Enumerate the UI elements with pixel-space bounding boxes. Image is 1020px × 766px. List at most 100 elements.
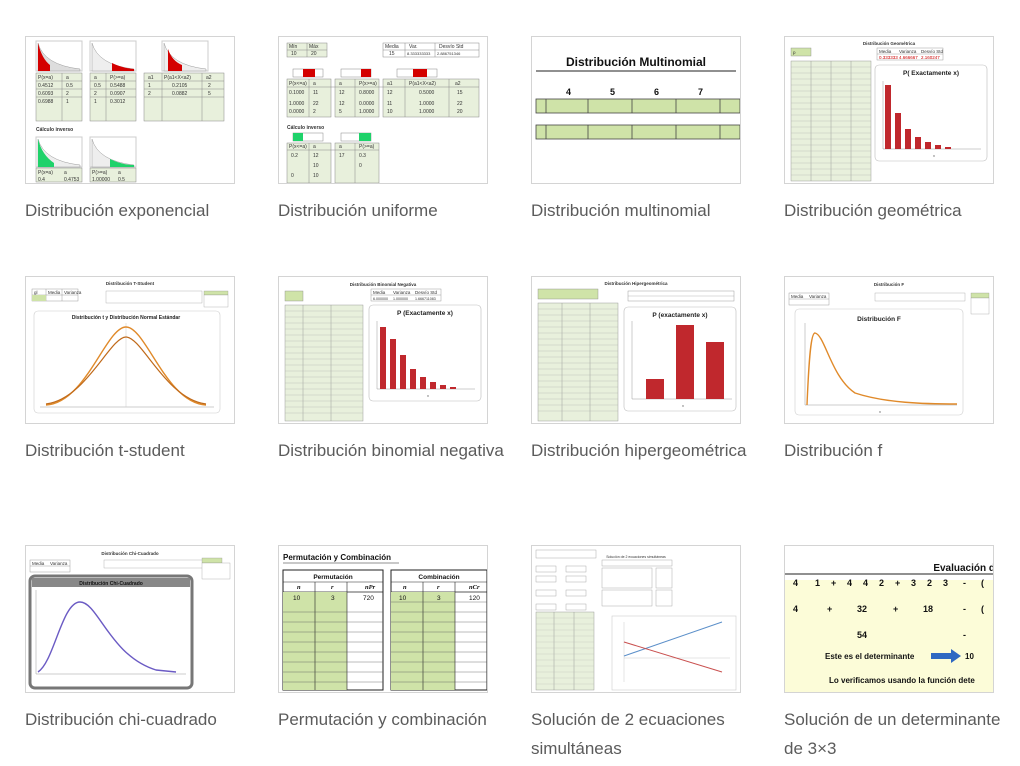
card-title-tstudent[interactable]: Distribución t-student <box>25 441 185 460</box>
svg-text:1.0000: 1.0000 <box>359 109 375 115</box>
svg-text:Desvío Std: Desvío Std <box>921 49 944 54</box>
thumbnail-chicuadrado[interactable]: Distribución Chi-Cuadrado Media Varianza… <box>25 545 235 693</box>
svg-text:0.5488: 0.5488 <box>110 83 126 89</box>
svg-text:17: 17 <box>339 153 345 159</box>
svg-text:Distribución t y Distribución: Distribución t y Distribución Normal Est… <box>72 315 180 321</box>
card-title-exponencial[interactable]: Distribución exponencial <box>25 201 210 220</box>
svg-text:a: a <box>64 170 67 176</box>
card-title-uniforme[interactable]: Distribución uniforme <box>278 201 438 220</box>
svg-text:10: 10 <box>291 51 297 57</box>
svg-text:2.886751346: 2.886751346 <box>437 51 461 56</box>
svg-text:n: n <box>297 584 301 591</box>
card-title-f[interactable]: Distribución f <box>784 441 883 460</box>
svg-text:0.333333: 0.333333 <box>879 55 898 60</box>
svg-text:Distribución T-Student: Distribución T-Student <box>106 281 155 286</box>
card-title-geometrica[interactable]: Distribución geométrica <box>784 201 962 220</box>
svg-text:Media: Media <box>791 294 804 299</box>
svg-text:4: 4 <box>793 578 798 588</box>
svg-text:r: r <box>437 584 440 591</box>
svg-text:6: 6 <box>654 87 659 97</box>
thumbnail-tstudent[interactable]: Distribución T-Student gl Media Varianza… <box>25 276 235 424</box>
svg-text:2: 2 <box>313 109 316 115</box>
svg-text:a: a <box>313 81 316 87</box>
svg-text:a: a <box>66 75 69 81</box>
svg-text:Cálculo inverso: Cálculo inverso <box>36 127 73 133</box>
svg-text:Desvío Std: Desvío Std <box>415 290 438 295</box>
svg-text:Varianza: Varianza <box>809 294 827 299</box>
thumbnail-hipergeometrica[interactable]: Distribución Hipergeométrica P <box>531 276 741 424</box>
svg-text:2: 2 <box>208 83 211 89</box>
svg-text:Cálculo inverso: Cálculo inverso <box>287 125 324 131</box>
thumbnail-exponencial-image: P(x=a) a a P(>=a) a1 P(a1<X<a2) a2 0.451… <box>35 40 225 183</box>
card-title-determinante[interactable]: Solución de un determinante de 3×3 <box>784 710 1001 758</box>
card-title-chicuadrado[interactable]: Distribución chi-cuadrado <box>25 710 217 729</box>
svg-text:P(>=a): P(>=a) <box>359 144 375 150</box>
svg-text:nPr: nPr <box>365 584 376 591</box>
svg-text:4: 4 <box>847 578 852 588</box>
svg-text:0.4512: 0.4512 <box>38 83 54 89</box>
svg-text:10: 10 <box>387 109 393 115</box>
thumbnail-f[interactable]: Distribución F Media Varianza Distribuci… <box>784 276 994 424</box>
svg-text:Media: Media <box>32 561 45 566</box>
thumbnail-ecuaciones[interactable]: Solución de 2 ecuaciones simultáneas <box>531 545 741 693</box>
svg-text:x: x <box>933 153 935 158</box>
svg-text:Varianza: Varianza <box>64 290 82 295</box>
svg-text:-: - <box>963 604 966 614</box>
svg-text:8.333333333: 8.333333333 <box>407 51 431 56</box>
thumbnail-f-image: Distribución F Media Varianza Distribuci… <box>788 282 990 416</box>
svg-text:Distribución Chi-Cuadrado: Distribución Chi-Cuadrado <box>79 581 143 587</box>
svg-text:(: ( <box>981 578 984 588</box>
svg-text:15: 15 <box>389 51 395 57</box>
svg-text:P(x>=a): P(x>=a) <box>359 81 377 87</box>
card-title-multinomial[interactable]: Distribución multinomial <box>531 201 711 220</box>
thumbnail-determinante[interactable]: Evaluación d 4 1 + 4 4 2 + 3 2 3 - ( 4 + <box>784 545 994 693</box>
card-title-hipergeometrica[interactable]: Distribución hipergeométrica <box>531 441 747 460</box>
svg-text:3: 3 <box>437 595 441 602</box>
svg-text:5: 5 <box>208 91 211 97</box>
svg-text:Varianza: Varianza <box>899 49 917 54</box>
svg-text:2: 2 <box>66 91 69 97</box>
svg-text:2: 2 <box>879 578 884 588</box>
svg-text:0.6093: 0.6093 <box>38 91 54 97</box>
svg-text:P( Exactamente x): P( Exactamente x) <box>903 70 959 77</box>
svg-text:+: + <box>895 578 900 588</box>
svg-text:nCr: nCr <box>469 584 480 591</box>
svg-text:0.5: 0.5 <box>94 83 101 89</box>
card-title-binomialneg[interactable]: Distribución binomial negativa <box>278 441 504 460</box>
svg-text:a2: a2 <box>206 75 212 81</box>
thumbnail-binomialneg[interactable]: Distribución Binomial Negativa Media Var… <box>278 276 488 424</box>
svg-text:+: + <box>827 604 832 614</box>
card-title-ecuaciones[interactable]: Solución de 2 ecuaciones simultáneas <box>531 710 725 758</box>
thumbnail-permutacion-image: Permutación y Combinación Permutación n … <box>282 553 487 691</box>
svg-text:0.1000: 0.1000 <box>289 90 305 96</box>
svg-text:0.0000: 0.0000 <box>289 109 305 115</box>
svg-text:11: 11 <box>313 90 318 96</box>
svg-text:Distribución F: Distribución F <box>874 282 905 287</box>
thumbnail-exponencial[interactable]: P(x=a) a a P(>=a) a1 P(a1<X<a2) a2 0.451… <box>25 36 235 184</box>
thumbnail-uniforme[interactable]: Mín Máx 10 20 Media Var. Desvío Std 15 8… <box>278 36 488 184</box>
svg-text:P (exactamente x): P (exactamente x) <box>652 312 707 319</box>
svg-text:10: 10 <box>965 652 974 661</box>
svg-text:10: 10 <box>399 595 407 602</box>
thumbnail-geometrica[interactable]: Distribución Geométrica p Media Varianza… <box>784 36 994 184</box>
svg-text:54: 54 <box>857 630 867 640</box>
svg-text:0.2105: 0.2105 <box>172 83 188 89</box>
svg-text:20: 20 <box>311 51 317 57</box>
svg-text:0.0000: 0.0000 <box>359 101 375 107</box>
thumbnail-multinomial[interactable]: Distribución Multinomial 4 5 6 7 <box>531 36 741 184</box>
svg-text:7: 7 <box>698 87 703 97</box>
svg-text:2: 2 <box>94 91 97 97</box>
svg-text:1: 1 <box>815 578 820 588</box>
svg-text:n: n <box>403 584 407 591</box>
svg-text:5: 5 <box>610 87 615 97</box>
svg-text:10: 10 <box>313 163 319 169</box>
thumbnail-permutacion[interactable]: Permutación y Combinación Permutación n … <box>278 545 488 693</box>
svg-text:Distribución F: Distribución F <box>857 316 901 323</box>
svg-text:12: 12 <box>313 153 319 159</box>
svg-text:0.2: 0.2 <box>291 153 298 159</box>
thumbnail-tstudent-image: Distribución T-Student gl Media Varianza… <box>31 281 229 414</box>
card-title-permutacion[interactable]: Permutación y combinación <box>278 710 487 729</box>
thumbnail-chicuadrado-image: Distribución Chi-Cuadrado Media Varianza… <box>28 551 231 690</box>
svg-text:x: x <box>682 403 684 408</box>
svg-text:4: 4 <box>793 604 798 614</box>
